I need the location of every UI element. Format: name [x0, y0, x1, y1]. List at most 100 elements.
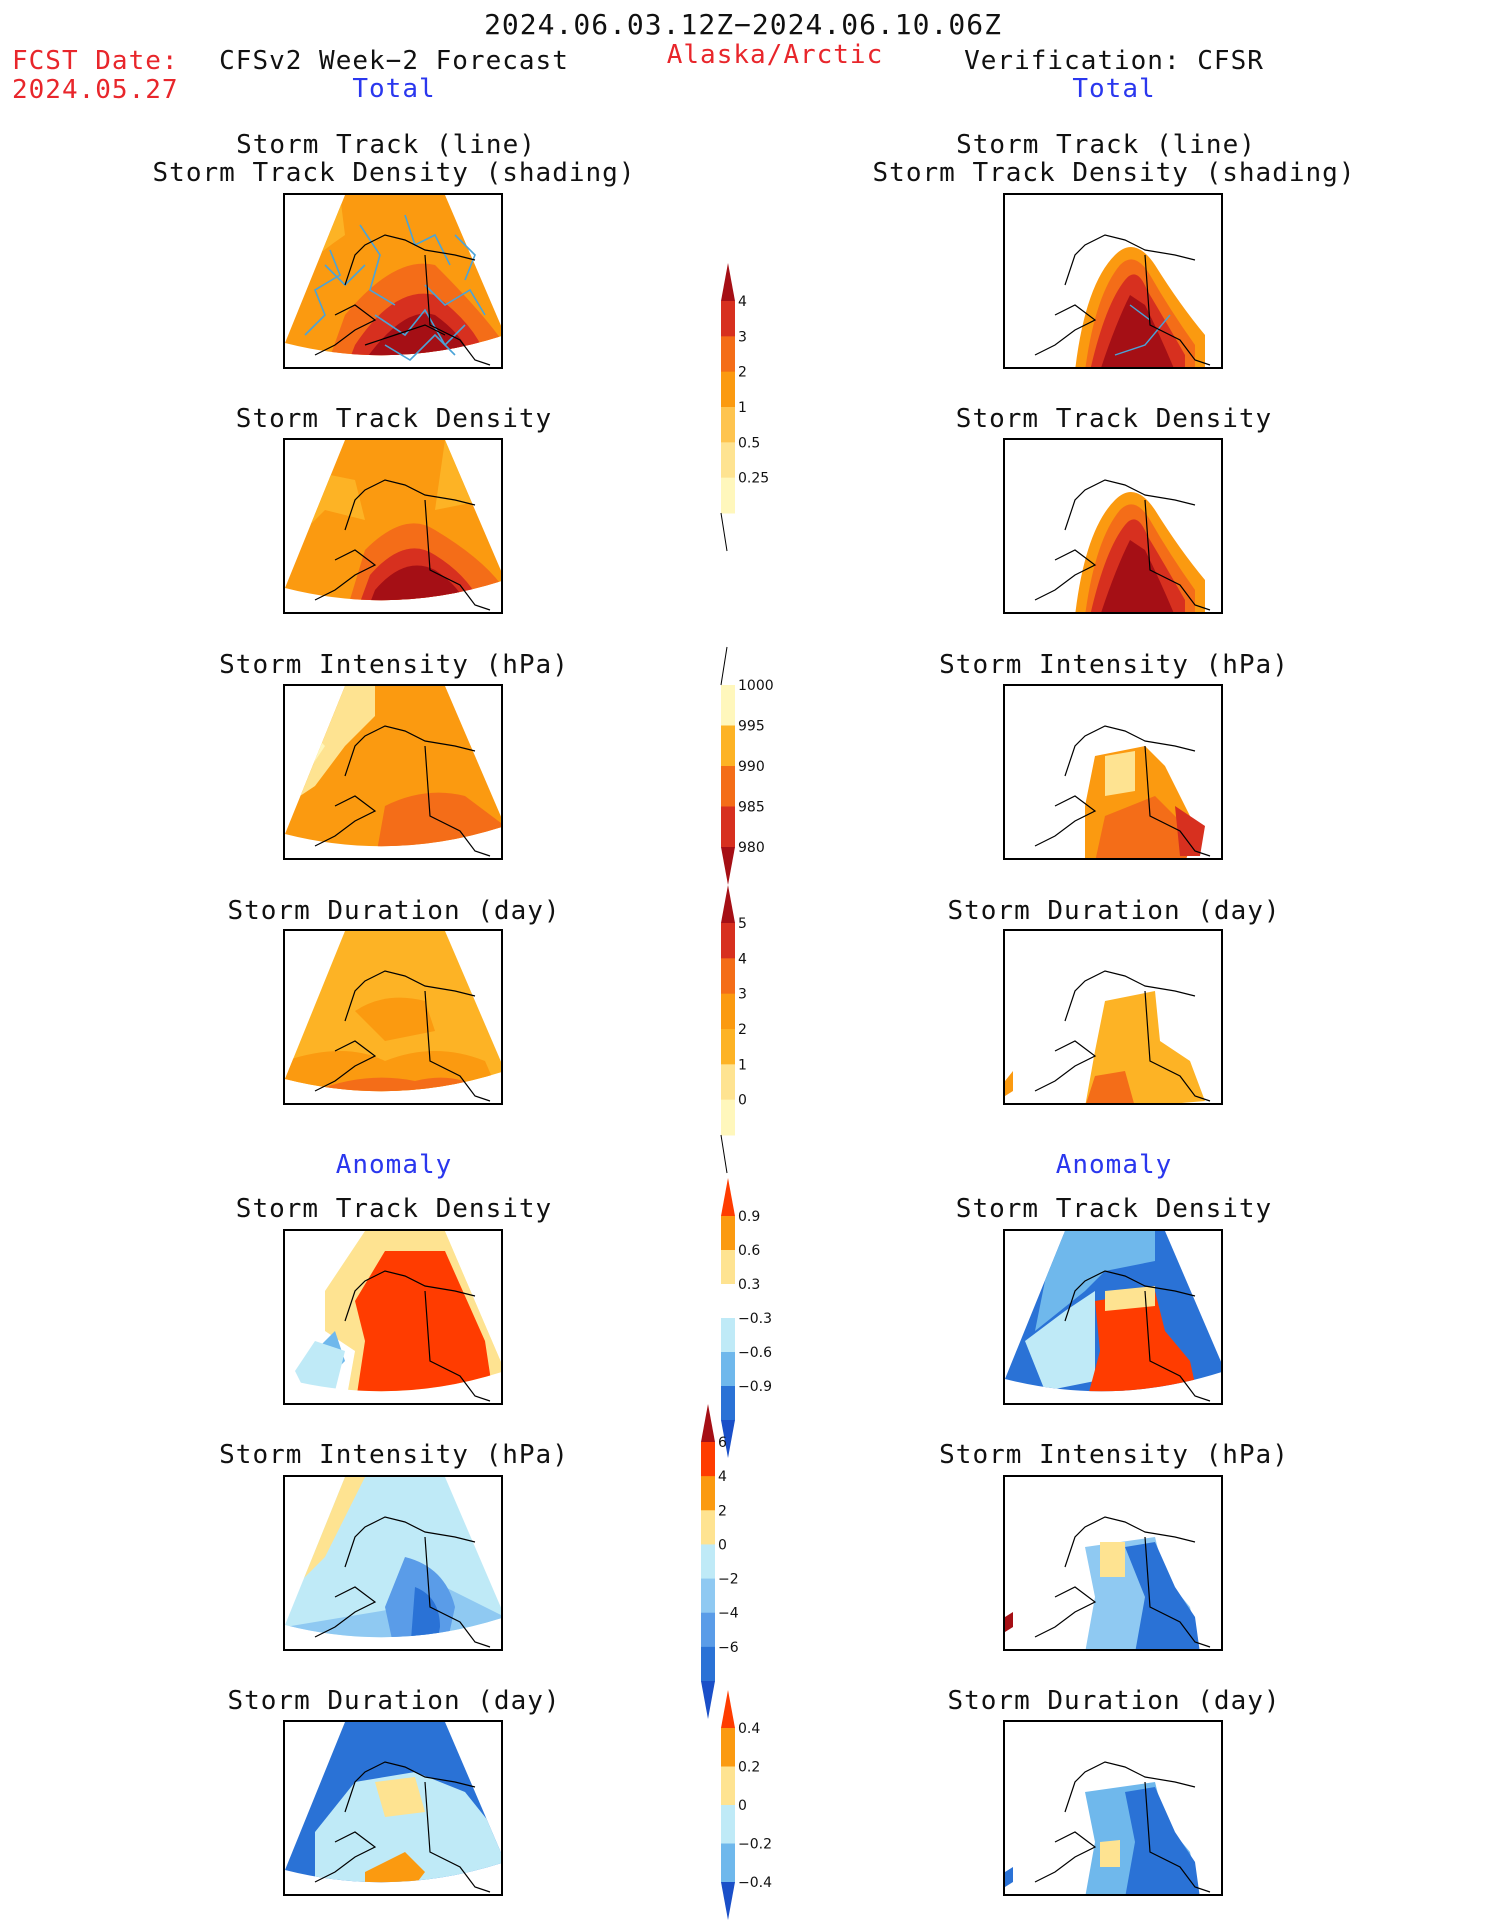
- right-anomaly-label: Anomaly: [1055, 1150, 1173, 1180]
- colorbar-swatch: [721, 301, 735, 337]
- map-verification-density-anomaly: [1003, 1229, 1223, 1405]
- colorbar-tick-label: −0.6: [738, 1345, 772, 1361]
- colorbar-duration: 5 4 3 2 1 0: [720, 885, 747, 1174]
- colorbar-tick-label: 3: [738, 329, 747, 345]
- colorbar-tick-label: 1: [738, 400, 747, 416]
- colorbar-tick-label: 0: [738, 1093, 747, 1109]
- colorbar-tick-label: 995: [738, 719, 765, 735]
- fcst-date-label: FCST Date:: [12, 46, 179, 76]
- colorbar-tick-label: 0.2: [738, 1760, 760, 1776]
- map-forecast-intensity-anomaly: [283, 1475, 503, 1651]
- colorbar-tick-label: −0.9: [738, 1379, 772, 1395]
- left-duration-anom-title: Storm Duration (day): [227, 1686, 561, 1716]
- left-track-shading-title: Storm Track Density (shading): [152, 158, 636, 188]
- left-total-label: Total: [352, 74, 436, 104]
- right-duration-anom-title: Storm Duration (day): [947, 1686, 1281, 1716]
- colorbar-tick-label: 980: [738, 840, 765, 856]
- colorbar-swatch: [721, 1284, 735, 1319]
- colorbar-tick-label: 2: [718, 1503, 727, 1519]
- colorbar-tick-label: 3: [738, 987, 747, 1003]
- left-density-anom-title: Storm Track Density: [235, 1194, 553, 1224]
- colorbar-tick-label: 1: [738, 1057, 747, 1073]
- colorbar-tick-label: 4: [718, 1469, 727, 1485]
- map-verification-density: [1003, 438, 1223, 614]
- colorbar-swatch: [721, 371, 735, 408]
- colorbar-duration-anomaly: 0.4 0.2 0 −0.2 −0.4: [721, 1690, 772, 1920]
- map-forecast-intensity: [283, 684, 503, 860]
- map-forecast-density-anomaly: [283, 1229, 503, 1405]
- colorbar-tick-label: 5: [738, 916, 747, 932]
- colorbar-swatch: [721, 1386, 735, 1421]
- colorbar-tick-label: −0.2: [738, 1837, 772, 1853]
- colorbar-swatch: [701, 1612, 715, 1648]
- map-forecast-track-density: [283, 193, 503, 369]
- colorbar-tick-label: 0.4: [738, 1721, 760, 1737]
- colorbar-bottom-arrow: [701, 1681, 715, 1719]
- region-label: Alaska/Arctic: [666, 40, 884, 70]
- colorbar-intensity: 1000 995 990 985 980: [720, 646, 774, 885]
- colorbar-tick-label: −0.3: [738, 1311, 772, 1327]
- colorbar-swatch: [721, 725, 735, 767]
- colorbar-top-arrow: [721, 885, 735, 923]
- colorbar-tail: [720, 646, 728, 686]
- colorbar-tick-label: 990: [738, 759, 765, 775]
- left-anomaly-label: Anomaly: [335, 1150, 453, 1180]
- colorbar-tick-label: 1000: [738, 678, 774, 694]
- colorbar-swatch: [721, 1843, 735, 1883]
- forecast-title: CFSv2 Week−2 Forecast: [219, 46, 569, 76]
- verification-title: Verification: CFSR: [964, 46, 1264, 76]
- map-verification-intensity: [1003, 684, 1223, 860]
- colorbar-tick-label: 0.3: [738, 1277, 760, 1293]
- colorbar-swatch: [701, 1442, 715, 1477]
- left-intensity-title: Storm Intensity (hPa): [219, 650, 569, 680]
- valid-period: 2024.06.03.12Z−2024.06.10.06Z: [484, 8, 1002, 41]
- colorbar-swatch: [721, 993, 735, 1030]
- colorbar-top-arrow: [701, 1404, 715, 1442]
- colorbar-tick-label: 2: [738, 1022, 747, 1038]
- colorbar-density-anomaly: 0.9 0.6 0.3 −0.3 −0.6 −0.9: [721, 1178, 772, 1458]
- colorbar-swatch: [721, 685, 735, 726]
- colorbar-tick-label: −4: [718, 1606, 739, 1622]
- colorbar-bottom-arrow: [721, 847, 735, 885]
- left-duration-title: Storm Duration (day): [227, 896, 561, 926]
- map-forecast-density: [283, 438, 503, 614]
- colorbar-tick-label: −0.4: [738, 1875, 772, 1891]
- colorbar-swatch: [721, 1099, 735, 1136]
- colorbar-tick-label: −6: [718, 1640, 739, 1656]
- colorbar-intensity-anomaly: 6 4 2 0 −2 −4 −6: [701, 1404, 739, 1719]
- colorbar-swatch: [721, 1728, 735, 1767]
- colorbar-swatch: [701, 1510, 715, 1545]
- colorbar-swatch: [701, 1476, 715, 1511]
- colorbar-swatch: [721, 1318, 735, 1353]
- colorbar-swatch: [721, 407, 735, 443]
- map-verification-intensity-anomaly: [1003, 1475, 1223, 1651]
- right-track-line-title: Storm Track (line): [956, 130, 1256, 160]
- right-intensity-anom-title: Storm Intensity (hPa): [939, 1440, 1289, 1470]
- map-verification-track-density: [1003, 193, 1223, 369]
- colorbar-swatch: [721, 766, 735, 807]
- left-intensity-anom-title: Storm Intensity (hPa): [219, 1440, 569, 1470]
- colorbar-bottom-arrow: [721, 1420, 735, 1458]
- colorbar-tick-label: 0: [738, 1798, 747, 1814]
- colorbar-tail: [720, 1134, 728, 1174]
- colorbar-tick-label: 6: [718, 1435, 727, 1451]
- map-forecast-duration-anomaly: [283, 1720, 503, 1896]
- colorbar-swatch: [721, 1805, 735, 1844]
- colorbar-tick-label: 985: [738, 800, 765, 816]
- colorbar-swatch: [721, 336, 735, 373]
- fcst-date: 2024.05.27: [12, 75, 179, 105]
- colorbar-tick-label: −2: [718, 1572, 739, 1588]
- left-track-line-title: Storm Track (line): [236, 130, 536, 160]
- colorbar-density: 4 3 2 1 0.5 0.25: [720, 263, 769, 552]
- colorbar-swatch: [721, 1766, 735, 1806]
- colorbar-tick-label: 0.9: [738, 1209, 760, 1225]
- colorbar-top-arrow: [721, 1178, 735, 1216]
- right-total-label: Total: [1072, 74, 1156, 104]
- colorbar-tick-label: 2: [738, 365, 747, 381]
- colorbar-swatch: [701, 1646, 715, 1682]
- colorbar-swatch: [721, 958, 735, 995]
- colorbar-tick-label: 0: [718, 1537, 727, 1553]
- colorbar-tick-label: 4: [738, 294, 747, 310]
- colorbar-swatch: [721, 923, 735, 959]
- colorbar-tick-label: 0.6: [738, 1243, 760, 1259]
